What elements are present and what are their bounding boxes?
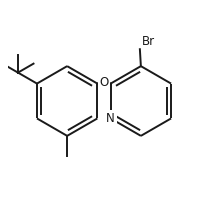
Text: N: N [106,112,115,125]
Text: Br: Br [142,35,155,48]
Text: O: O [99,76,109,89]
